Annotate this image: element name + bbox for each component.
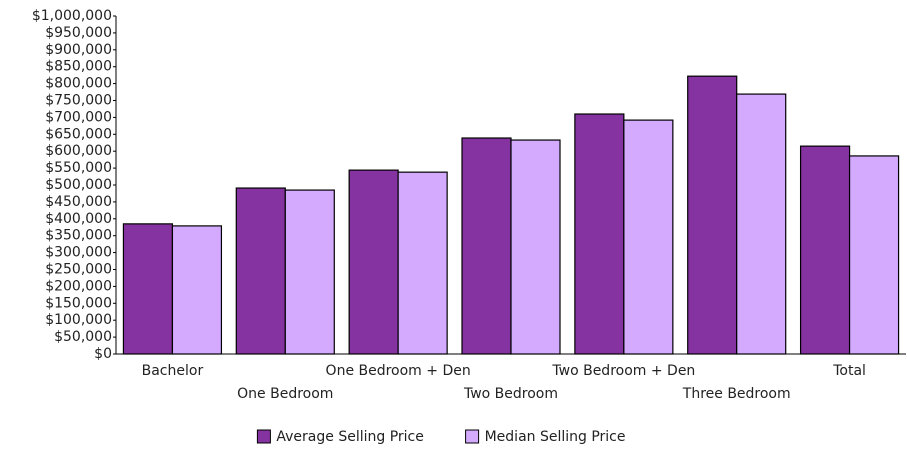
legend-label: Median Selling Price [485, 429, 626, 445]
y-tick-label: $950,000 [45, 25, 112, 41]
bar [848, 155, 900, 355]
bar [171, 225, 223, 355]
bar [799, 145, 851, 355]
bar [623, 119, 674, 355]
bar [736, 93, 787, 355]
y-tick-label: $0 [94, 346, 112, 362]
y-tick-label: $600,000 [45, 143, 112, 159]
y-tick-label: $800,000 [45, 76, 112, 92]
x-tick-label: Two Bedroom + Den [551, 363, 695, 379]
y-tick-label: $450,000 [45, 194, 112, 210]
bar [461, 137, 512, 355]
y-tick-label: $700,000 [45, 109, 112, 125]
y-tick-label: $300,000 [45, 245, 112, 261]
y-tick-label: $100,000 [45, 312, 112, 328]
y-tick-label: $650,000 [45, 126, 112, 142]
y-tick-label: $250,000 [45, 262, 112, 278]
bar [284, 189, 335, 355]
x-tick-label: One Bedroom [237, 386, 333, 402]
x-tick-label: Total [832, 363, 866, 379]
y-tick-label: $50,000 [54, 329, 112, 345]
bar [235, 187, 286, 355]
x-tick-label: Bachelor [142, 363, 204, 379]
x-tick-label: Two Bedroom [463, 386, 558, 402]
bar [687, 75, 738, 355]
y-tick-label: $400,000 [45, 211, 112, 227]
y-tick-label: $900,000 [45, 42, 112, 58]
y-tick-label: $1,000,000 [32, 8, 112, 24]
bar [397, 171, 448, 355]
bar [348, 169, 399, 355]
x-tick-label: Three Bedroom [682, 386, 791, 402]
legend-swatch [256, 429, 271, 444]
legend-label: Average Selling Price [276, 429, 423, 445]
bar [510, 139, 561, 355]
y-tick-label: $550,000 [45, 160, 112, 176]
x-tick-label: One Bedroom + Den [326, 363, 471, 379]
bar [574, 113, 625, 355]
y-tick-label: $750,000 [45, 93, 112, 109]
y-tick-label: $500,000 [45, 177, 112, 193]
y-tick-label: $350,000 [45, 228, 112, 244]
y-tick-label: $200,000 [45, 278, 112, 294]
legend-swatch [465, 429, 480, 444]
y-tick-label: $150,000 [45, 295, 112, 311]
bar [122, 223, 174, 355]
y-tick-label: $850,000 [45, 59, 112, 75]
